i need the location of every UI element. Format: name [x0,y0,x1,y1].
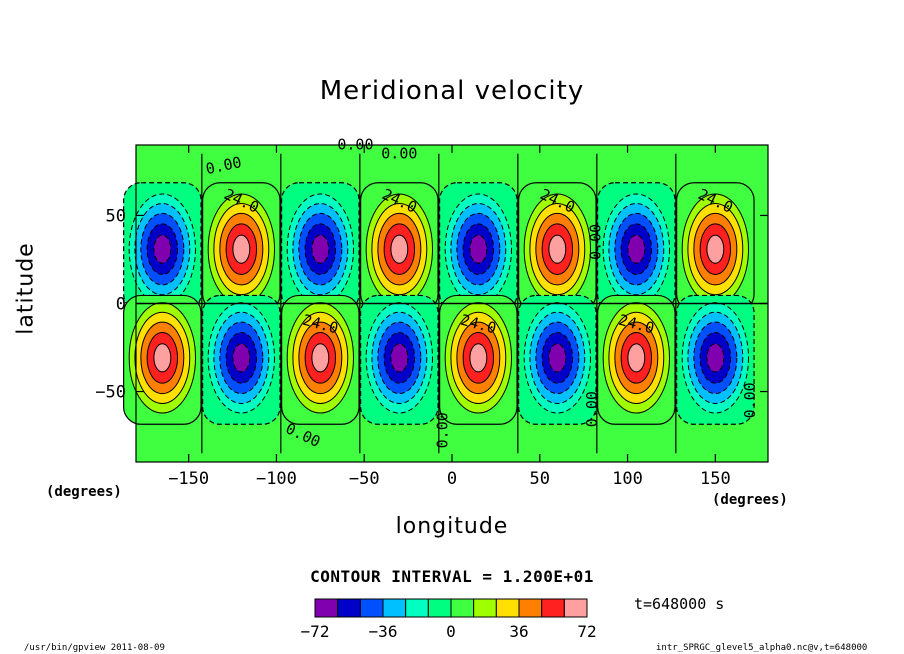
y-tick-label: −50 [95,383,126,403]
contour-label: 0.00 [583,391,601,427]
footer-right: intr_SPRGC_glevel5_alpha0.nc@v,t=648000 [656,643,868,653]
vortex-cell [597,294,676,425]
colorbar-swatch [450,598,475,618]
x-tick-label: 0 [447,469,457,489]
x-tick-label: 100 [612,469,643,489]
contour-band [232,343,251,373]
y-tick-label: 50 [106,206,126,226]
vortex-cell [518,294,597,425]
contour-band [153,343,172,373]
colorbar-swatch [382,598,407,618]
colorbar-swatch [495,598,520,618]
colorbar-tick-label: 0 [446,622,456,641]
axes-layer: −150 −100 −50 0 50 100 150 50 0 −50 [95,144,769,489]
chart-title: Meridional velocity [319,76,585,106]
footer-left: /usr/bin/gpview 2011-08-09 [24,643,165,653]
vortex-cell [202,182,281,313]
colorbar-swatch [427,598,452,618]
contour-band [311,343,330,373]
vortex-cell [597,182,676,313]
colorbar-tick-label: 72 [577,622,596,641]
contour-band [469,234,488,264]
colorbar-tick-label: −72 [301,622,330,641]
contour-band [153,234,172,264]
contour-label: 0.00 [741,382,759,418]
contour-band [548,234,567,264]
colorbar-swatch [518,598,543,618]
vortex-cell [202,294,281,425]
vortex-cell [518,182,597,313]
colorbar-swatch [473,598,497,618]
colorbar: −72 −36 0 36 72 [301,598,597,641]
contour-band [232,234,251,264]
contour-band [627,343,646,373]
contour-band [548,343,567,373]
contour-band [706,343,725,373]
colorbar-swatch [405,598,429,618]
vortex-cell [439,182,518,313]
colorbar-swatch [359,598,384,618]
contour-band [627,234,646,264]
x-tick-label: −100 [256,469,297,489]
colorbar-swatch [314,598,339,618]
contour-band [311,234,330,264]
y-tick-label: 0 [116,295,126,315]
vortex-cell [281,182,360,313]
x-axis-label: longitude [395,514,509,539]
x-tick-label: 50 [530,469,550,489]
vortex-cell [676,294,755,425]
x-axis-unit: (degrees) [712,492,788,508]
contour-band [469,343,488,373]
vortex-cell [360,182,439,313]
vortex-cell [439,294,518,425]
colorbar-swatch [337,598,361,618]
time-annotation: t=648000 s [634,595,725,613]
vortex-cell [281,294,360,425]
colorbar-swatch [541,598,565,618]
contour-band [706,234,725,264]
vortex-cell [360,294,439,425]
y-axis-label: latitude [13,242,39,335]
colorbar-tick-label: 36 [509,622,528,641]
contour-band [390,234,409,264]
x-tick-label: −150 [168,469,209,489]
x-tick-label: −50 [349,469,380,489]
contour-label: 0.00 [381,144,417,162]
colorbar-swatch [563,598,588,618]
contour-label: 0.00 [434,412,452,448]
y-axis-unit: (degrees) [46,484,122,500]
contour-label: 0.00 [586,224,604,260]
colorbar-tick-label: −36 [369,622,398,641]
zero-contour-lines [136,153,768,454]
contour-interval-text: CONTOUR INTERVAL = 1.200E+01 [310,567,594,586]
x-tick-label: 150 [700,469,731,489]
vortex-cell [123,294,202,425]
vortex-cell [123,182,202,313]
vortex-cell [676,182,755,313]
contour-band [390,343,409,373]
